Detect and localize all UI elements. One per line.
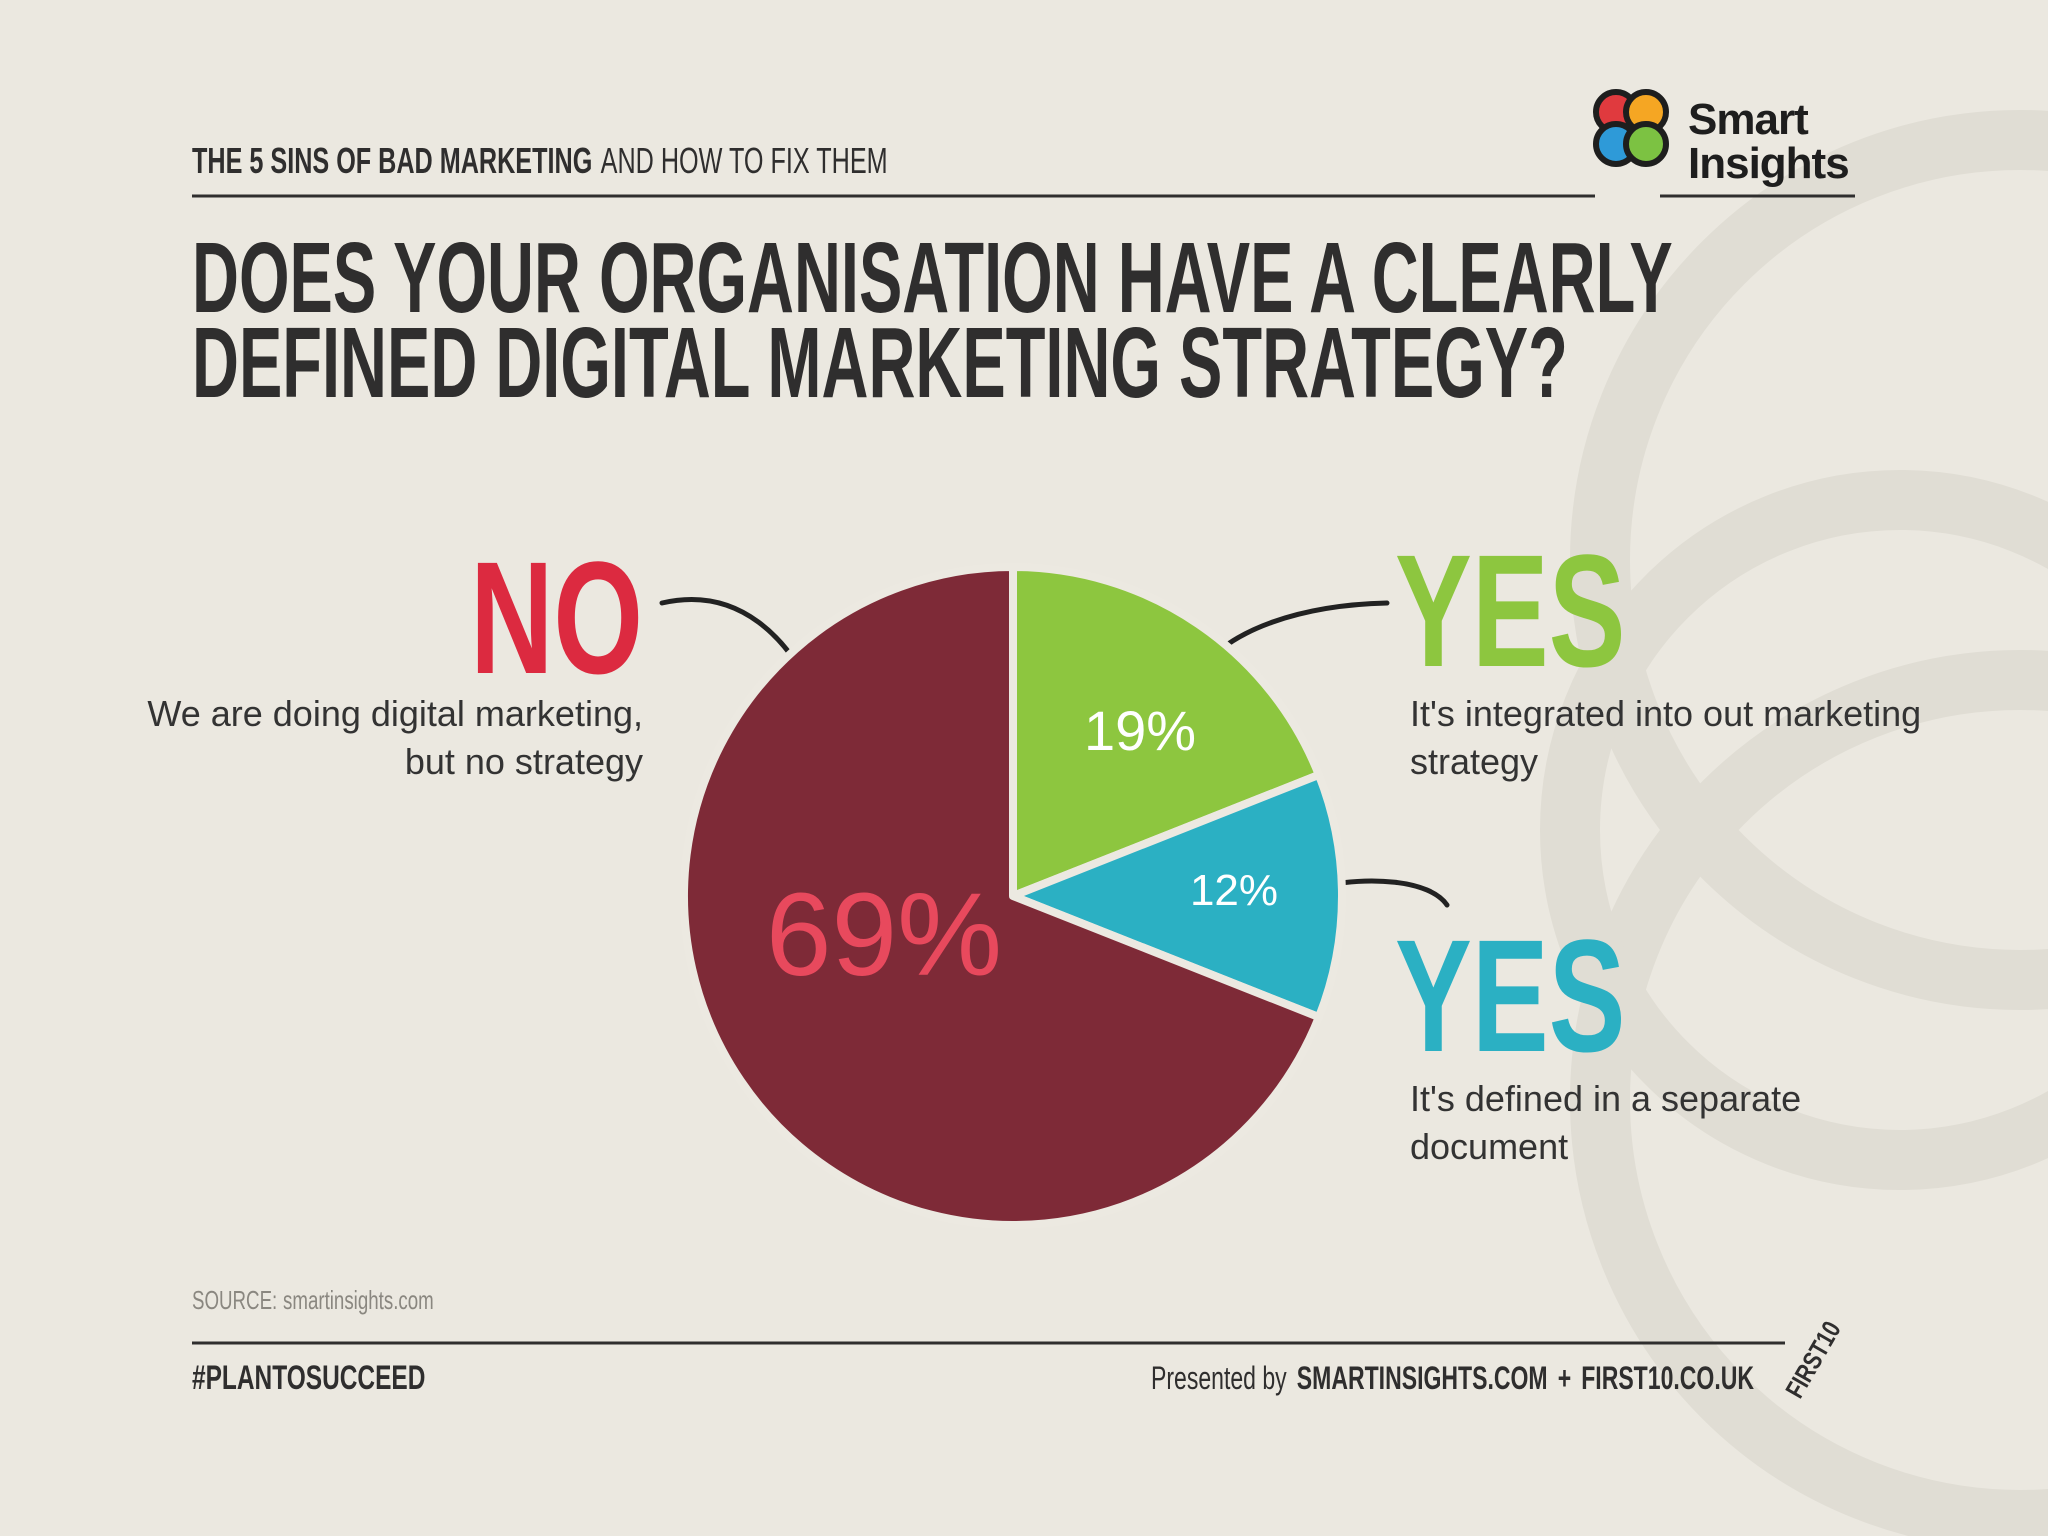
category-label: YES: [1395, 906, 1626, 1085]
series-title: THE 5 SINS OF BAD MARKETING: [192, 141, 592, 182]
value-label: 19%: [1084, 699, 1196, 762]
value-label: 69%: [766, 869, 1002, 1001]
category-description: We are doing digital marketing, but no s…: [147, 693, 643, 782]
logo-mark: [1593, 89, 1669, 167]
presented-site: SMARTINSIGHTS.COM: [1297, 1360, 1548, 1396]
series-subtitle: AND HOW TO FIX THEM: [601, 141, 888, 182]
source: SOURCE: smartinsights.com: [192, 1285, 434, 1315]
category-label: YES: [1395, 521, 1626, 700]
badge: FIRST10: [1780, 1316, 1846, 1402]
pie-slice: [1009, 770, 1346, 1022]
category-description: It's integrated into out marketing strat…: [1410, 693, 1922, 782]
pie-slice: [680, 563, 1323, 1229]
category-label: NO: [470, 528, 643, 707]
presented-site: +: [1558, 1360, 1571, 1396]
header-title: THE 5 SINS OF BAD MARKETING AND HOW TO FI…: [192, 141, 888, 182]
pie-slice: [1009, 563, 1323, 900]
presented-by: Presented by SMARTINSIGHTS.COM + FIRST10.CO…: [1151, 1360, 1754, 1396]
category-description: It's defined in a separate document: [1410, 1078, 1802, 1167]
presented-site: FIRST10.CO.UK: [1581, 1360, 1754, 1396]
source-label: SOURCE:: [192, 1285, 277, 1315]
presented-label: Presented by: [1151, 1360, 1287, 1396]
chart-title: DOES YOUR ORGANISATION HAVE A CLEARLY DE…: [192, 222, 1672, 419]
value-label: 12%: [1190, 866, 1278, 915]
hashtag: #PLANTOSUCCEED: [192, 1359, 425, 1397]
background-circles: [1540, 110, 2048, 1536]
logo-text: Smart: [1688, 95, 1809, 144]
source-site: smartinsights.com: [283, 1285, 434, 1315]
logo-text: Insights: [1688, 139, 1849, 188]
